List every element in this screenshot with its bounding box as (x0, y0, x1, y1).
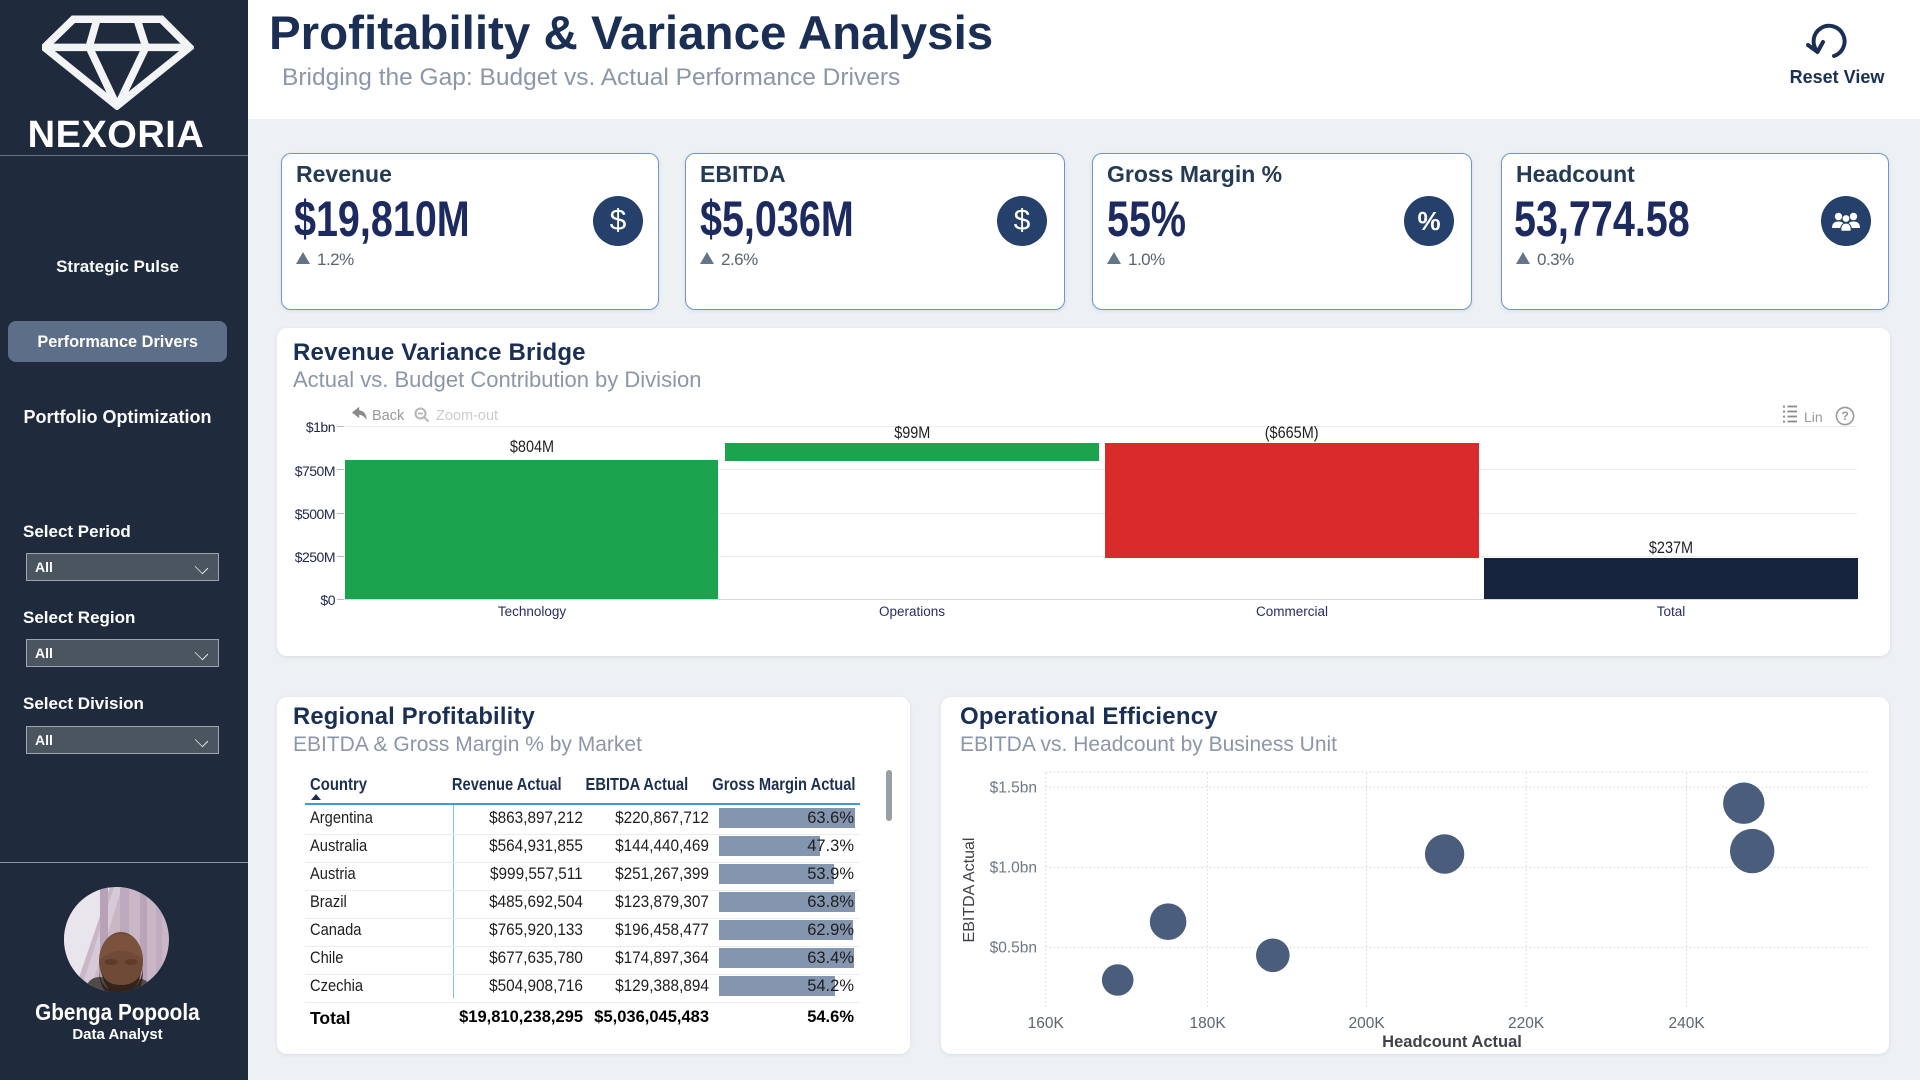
svg-text:200K: 200K (1348, 1015, 1385, 1032)
svg-text:220K: 220K (1508, 1015, 1545, 1032)
svg-text:240K: 240K (1668, 1015, 1705, 1032)
svg-text:$1.0bn: $1.0bn (990, 860, 1037, 877)
svg-text:EBITDA Actual: EBITDA Actual (961, 838, 978, 943)
svg-text:Headcount Actual: Headcount Actual (1382, 1033, 1522, 1051)
svg-text:$1.5bn: $1.5bn (990, 780, 1037, 797)
svg-text:$0.5bn: $0.5bn (990, 940, 1037, 957)
svg-text:160K: 160K (1028, 1015, 1065, 1032)
svg-text:?: ? (1841, 409, 1848, 423)
svg-text:180K: 180K (1189, 1015, 1226, 1032)
